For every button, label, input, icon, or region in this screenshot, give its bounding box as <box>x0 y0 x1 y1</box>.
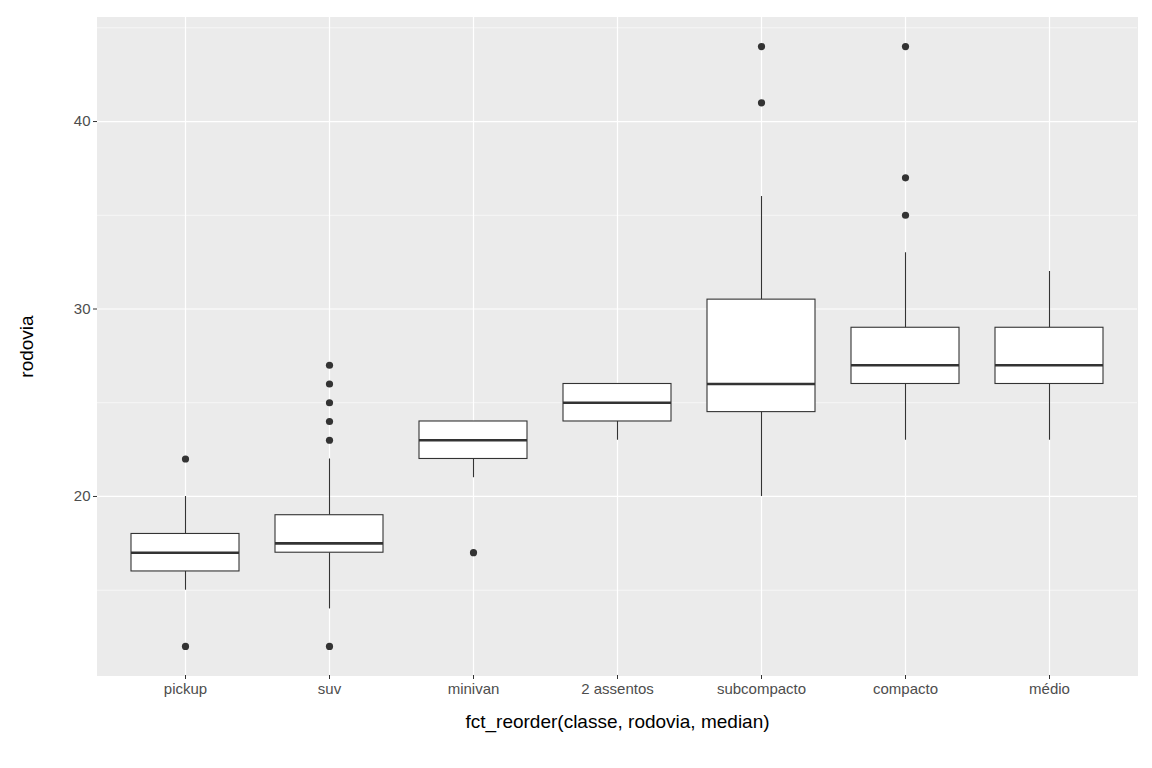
svg-text:subcompacto: subcompacto <box>717 680 806 697</box>
svg-text:30: 30 <box>74 300 91 317</box>
svg-text:40: 40 <box>74 112 91 129</box>
svg-text:20: 20 <box>74 487 91 504</box>
svg-text:minivan: minivan <box>448 680 500 697</box>
svg-text:pickup: pickup <box>164 680 207 697</box>
svg-text:compacto: compacto <box>873 680 938 697</box>
svg-text:rodovia: rodovia <box>16 315 37 378</box>
svg-text:fct_reorder(classe, rodovia, m: fct_reorder(classe, rodovia, median) <box>465 711 769 733</box>
svg-text:suv: suv <box>318 680 342 697</box>
svg-text:médio: médio <box>1029 680 1070 697</box>
svg-text:2 assentos: 2 assentos <box>581 680 654 697</box>
